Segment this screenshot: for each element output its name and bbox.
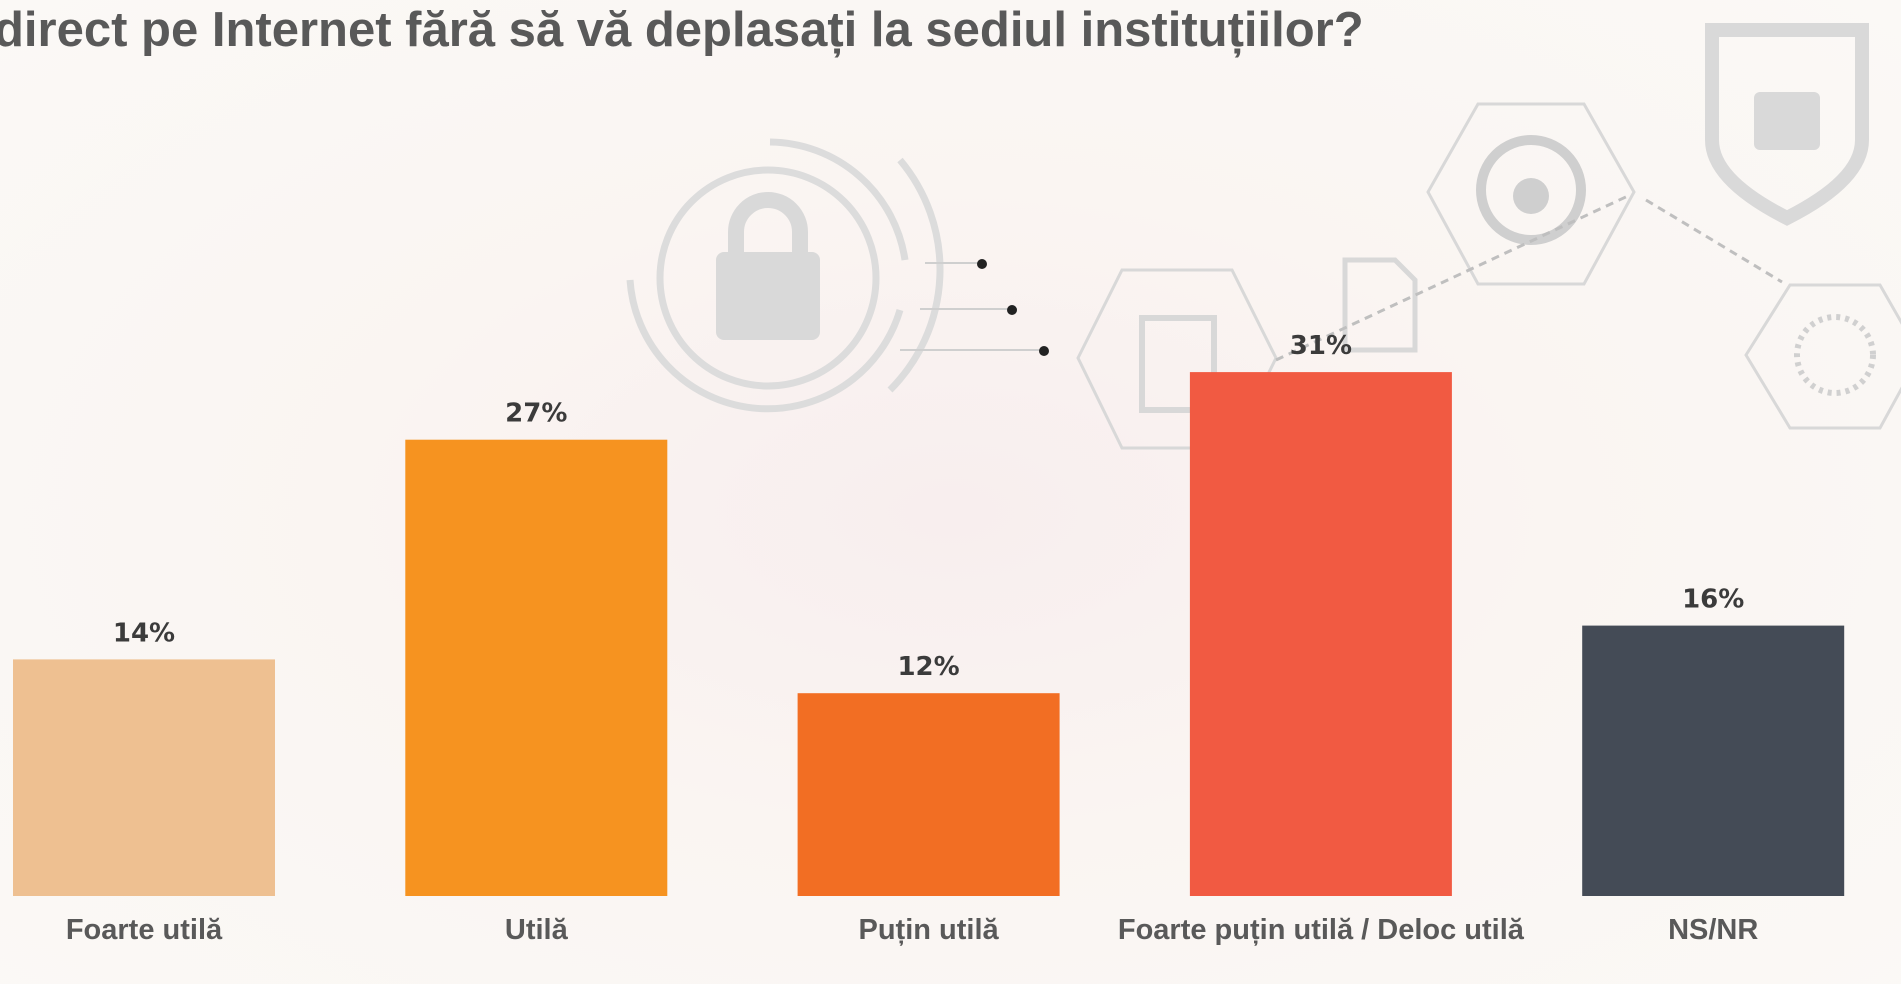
- lock-icon: [626, 138, 944, 413]
- bar: [405, 439, 668, 896]
- touch-dot: [1513, 178, 1549, 214]
- dot: [1007, 305, 1017, 315]
- document-icon: [1139, 315, 1217, 413]
- dot: [977, 259, 987, 269]
- dot: [1039, 346, 1049, 356]
- shield-icon: [1705, 23, 1869, 226]
- connector-lines: [900, 262, 1044, 351]
- lock-body: [716, 252, 820, 340]
- dashed-links: [1275, 193, 1783, 362]
- value-label: 27%: [505, 399, 567, 429]
- chart-title: direct pe Internet fără să vă deplasați …: [0, 3, 1364, 57]
- category-label: Puțin utilă: [858, 914, 999, 946]
- value-label: 14%: [113, 618, 175, 648]
- bar: [13, 659, 275, 896]
- category-label: NS/NR: [1668, 914, 1759, 946]
- lock-shackle: [728, 192, 808, 252]
- value-label: 12%: [897, 652, 959, 682]
- category-label: Foarte utilă: [65, 914, 223, 946]
- category-label: Utilă: [504, 914, 568, 946]
- value-label: 31%: [1290, 331, 1352, 361]
- category-label: Foarte puțin utilă / Deloc utilă: [1117, 914, 1524, 946]
- bar: [1582, 625, 1845, 896]
- hexagons: [1076, 102, 1901, 450]
- bar: [797, 693, 1060, 896]
- fingerprint-icon: [1794, 314, 1876, 396]
- shield-lock: [1754, 92, 1820, 150]
- value-label: 16%: [1682, 585, 1744, 615]
- file-icon: [1342, 257, 1418, 353]
- bar: [1189, 372, 1452, 897]
